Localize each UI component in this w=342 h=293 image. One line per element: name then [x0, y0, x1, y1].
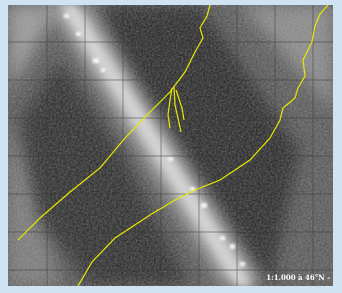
scale-label: 1:1.000 à 46°N - — [266, 273, 330, 282]
sonar-image: 1:1.000 à 46°N - — [8, 5, 333, 286]
sonar-view: 1:1.000 à 46°N - — [0, 0, 342, 293]
page: 1:1.000 à 46°N - (() => { const data = J… — [0, 0, 342, 293]
